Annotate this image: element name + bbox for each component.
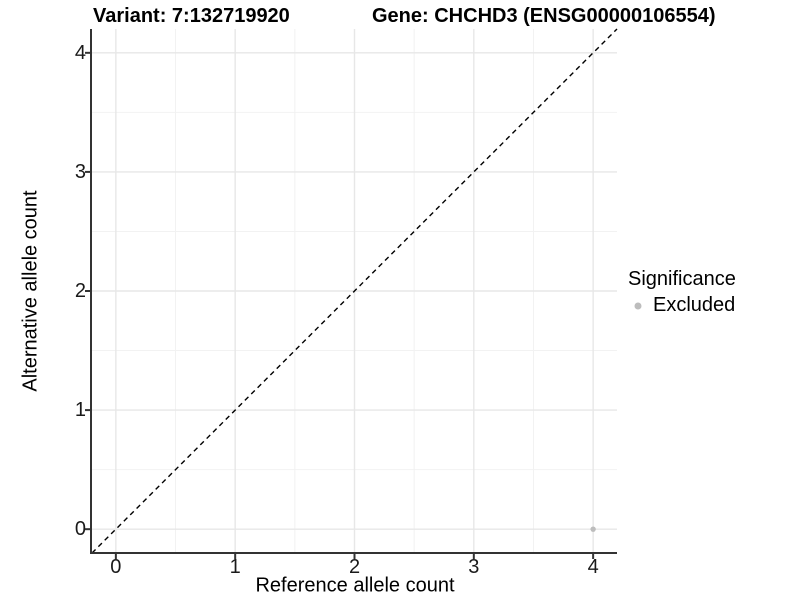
x-tick-label: 0 <box>110 556 122 578</box>
legend-item-label: Excluded <box>653 294 736 316</box>
legend-key <box>628 296 648 316</box>
y-axis-title: Alternative allele count <box>19 190 42 392</box>
y-tick-label: 4 <box>74 41 86 64</box>
excluded-point-icon <box>634 302 642 309</box>
x-tick-label: 4 <box>587 556 599 578</box>
y-tick-label: 0 <box>74 518 86 541</box>
x-tick-label: 1 <box>229 556 241 578</box>
plot-title-variant: Variant: 7:132719920 <box>93 5 290 27</box>
legend: Significance Excluded <box>628 268 736 317</box>
y-tick-label: 1 <box>74 399 86 422</box>
x-axis-title: Reference allele count <box>255 574 455 597</box>
legend-item-excluded: Excluded <box>628 294 736 317</box>
x-tick-label: 3 <box>468 556 480 578</box>
y-tick-label: 3 <box>74 160 86 183</box>
y-tick-label: 2 <box>74 280 86 302</box>
x-tick-label: 2 <box>348 556 361 578</box>
data-point <box>590 526 596 532</box>
legend-title: Significance <box>628 268 736 290</box>
identity-reference-line <box>91 28 618 554</box>
plot-title-gene: Gene: CHCHD3 (ENSG00000106554) <box>372 5 716 27</box>
